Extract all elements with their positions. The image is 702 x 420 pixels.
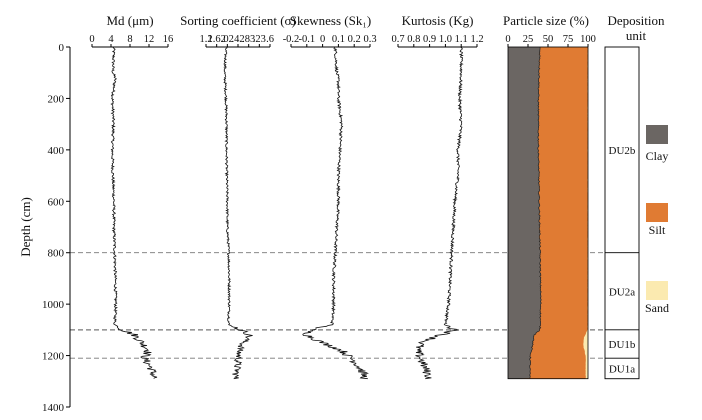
series-line-skewness (302, 46, 369, 380)
panel-tick-label-sorting-0: 1.2 (199, 34, 212, 45)
clay-silt-boundary (529, 46, 542, 379)
du-label-DU2a: DU2a (609, 286, 635, 298)
y-tick-label-0: 0 (59, 42, 65, 54)
legend-label-clay: Clay (646, 149, 669, 163)
panel-title-skewness: Skewness (Sk₁) (290, 13, 371, 28)
legend-swatch-sand (646, 281, 668, 300)
panel-tick-label-kurtosis-2: 0.9 (423, 34, 436, 45)
panel-kurtosis: 0.7 0.8 0.9 1.0 1.1 1.2 Kurtosis (Kg) (391, 13, 484, 380)
panel-tick-label-sorting-4: .83 (242, 34, 255, 45)
panel-tick-label-md-3: 12 (144, 34, 155, 45)
legend-swatch-clay (646, 125, 668, 144)
panel-tick-label-md-1: 4 (108, 34, 114, 45)
du-frame (604, 46, 640, 380)
y-tick-label-800: 800 (48, 248, 65, 260)
panel-tick-label-kurtosis-4: 1.1 (455, 34, 468, 45)
panel-tick-label-md-0: 0 (89, 34, 94, 45)
du-title-line1: Deposition (607, 13, 665, 28)
panel-tick-label-sorting-3: .42 (231, 34, 244, 45)
panel-tick-label-sorting-1: 1.62 (207, 34, 225, 45)
panel-md: 0 4 8 12 16 Md (μm) (89, 13, 173, 379)
panel-tick-label-sorting-6: .6 (266, 34, 274, 45)
panel-tick-label-md-2: 8 (127, 34, 132, 45)
legend-label-sand: Sand (645, 301, 669, 315)
y-tick-label-1000: 1000 (42, 299, 65, 311)
panel-tick-label-skewness-2: 0 (320, 34, 325, 45)
panel-tick-label-sorting-2: .02 (221, 34, 234, 45)
panel-tick-label-kurtosis-5: 1.2 (470, 34, 483, 45)
legend-swatch-silt (646, 203, 668, 222)
y-axis-label: Depth (cm) (18, 197, 33, 257)
particle-tick-label-2: 50 (543, 34, 554, 45)
legend-label-silt: Silt (649, 223, 666, 237)
particle-tick-label-4: 100 (580, 34, 596, 45)
y-tick-label-400: 400 (48, 145, 65, 157)
particle-tick-label-1: 25 (523, 34, 534, 45)
panel-tick-label-skewness-4: 0.2 (348, 34, 361, 45)
du-label-DU1a: DU1a (609, 363, 635, 375)
clay-area (508, 47, 542, 379)
y-tick-label-200: 200 (48, 93, 65, 105)
du-title-line2: unit (626, 28, 647, 43)
panel-tick-label-kurtosis-1: 0.8 (407, 34, 420, 45)
y-tick-label-1200: 1200 (42, 351, 65, 363)
series-line-kurtosis (415, 46, 464, 380)
panel-sorting: 1.21.62.02.42.83.23.6 Sorting coefficient… (180, 13, 296, 380)
du-label-DU1b: DU1b (609, 339, 636, 351)
panel-tick-label-kurtosis-0: 0.7 (391, 34, 404, 45)
particle-tick-label-3: 75 (563, 34, 574, 45)
panel-tick-label-skewness-0: -0.2 (283, 34, 300, 45)
y-tick-label-600: 600 (48, 196, 65, 208)
panel-title-kurtosis: Kurtosis (Kg) (402, 13, 474, 28)
panel-tick-label-md-4: 16 (163, 34, 174, 45)
panel-tick-label-sorting-5: .23 (253, 34, 266, 45)
series-line-sorting (223, 46, 253, 380)
panel-tick-label-skewness-3: 0.1 (332, 34, 345, 45)
series-line-md (110, 46, 158, 379)
panel-title-md: Md (μm) (106, 13, 153, 28)
panel-tick-label-skewness-1: -0.1 (298, 34, 315, 45)
panel-tick-label-kurtosis-3: 1.0 (439, 34, 452, 45)
y-tick-label-1400: 1400 (42, 402, 65, 414)
panel-skewness: -0.2 -0.1 0 0.1 0.2 0.3 Skewness (Sk₁) (283, 13, 377, 380)
panel-title-sorting: Sorting coefficient (σ) (180, 13, 296, 28)
du-label-DU2b: DU2b (609, 145, 636, 157)
particle-tick-label-0: 0 (505, 34, 510, 45)
particle-title: Particle size (%) (503, 13, 589, 28)
panel-tick-label-skewness-5: 0.3 (363, 34, 376, 45)
